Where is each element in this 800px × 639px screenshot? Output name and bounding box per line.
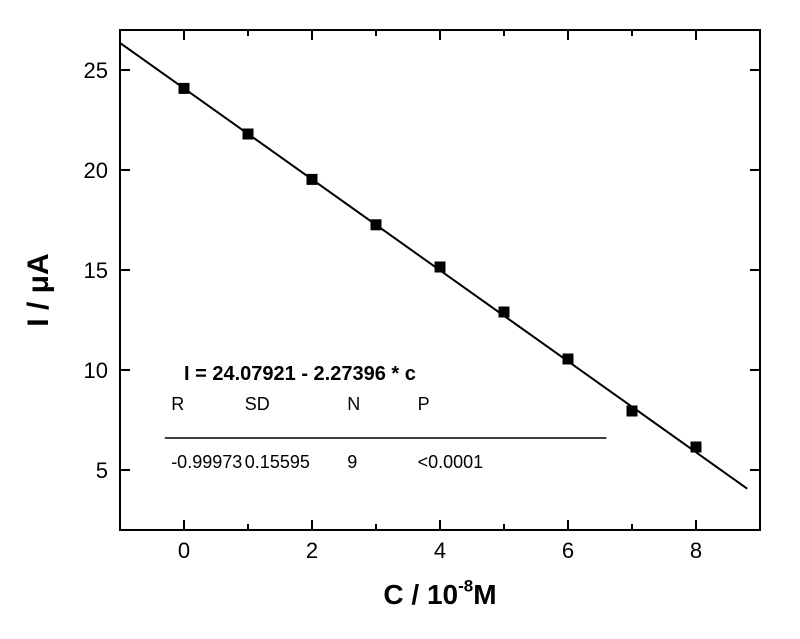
x-tick-label: 0: [178, 538, 190, 563]
data-marker: [435, 262, 445, 272]
data-marker: [499, 307, 509, 317]
data-marker: [691, 442, 701, 452]
y-axis-label: I / μA: [22, 253, 55, 326]
y-tick-label: 10: [84, 358, 108, 383]
data-marker: [243, 129, 253, 139]
data-marker: [627, 406, 637, 416]
stats-value: -0.99973: [171, 452, 242, 472]
stats-value: 9: [347, 452, 357, 472]
stats-header: SD: [245, 394, 270, 414]
stats-value: 0.15595: [245, 452, 310, 472]
stats-header: R: [171, 394, 184, 414]
scatter-chart: 0 2 4 6 8 5 10 15 20 25 I / μA C / 10-8M I = 24.0792…: [0, 0, 800, 639]
x-tick-label: 4: [434, 538, 446, 563]
y-tick-label: 20: [84, 158, 108, 183]
stats-header: N: [347, 394, 360, 414]
data-marker: [371, 220, 381, 230]
data-marker: [179, 83, 189, 93]
x-tick-label: 6: [562, 538, 574, 563]
stats-header: P: [418, 394, 430, 414]
x-tick-label: 8: [690, 538, 702, 563]
x-axis-label: C / 10-8M: [383, 576, 496, 610]
y-tick-label: 5: [96, 458, 108, 483]
chart-stage: 0 2 4 6 8 5 10 15 20 25 I / μA C / 10-8M I = 24.0792…: [0, 0, 800, 639]
y-tick-label: 15: [84, 258, 108, 283]
x-tick-label: 2: [306, 538, 318, 563]
data-marker: [307, 174, 317, 184]
fit-equation: I = 24.07921 - 2.27396 * c: [184, 363, 416, 385]
stats-value: <0.0001: [418, 452, 484, 472]
y-tick-label: 25: [84, 58, 108, 83]
data-marker: [563, 354, 573, 364]
